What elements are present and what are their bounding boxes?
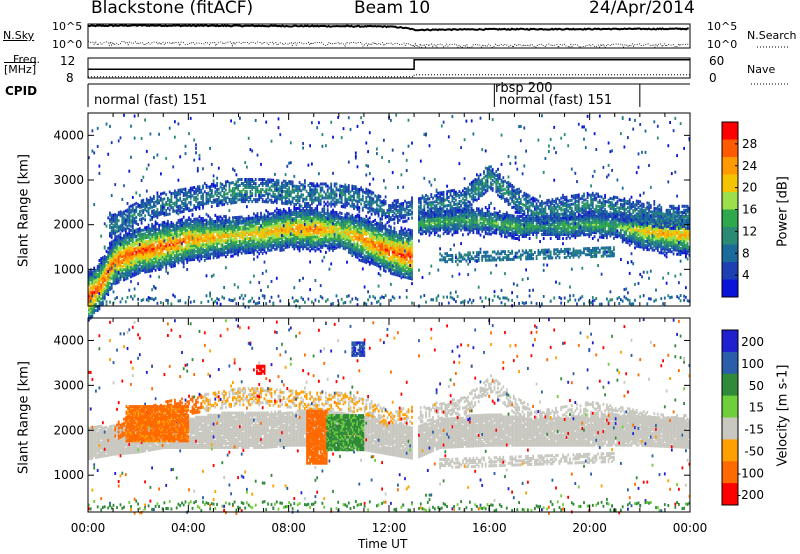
velocity-colorbar-label: Velocity [m s-1]	[775, 364, 791, 467]
velocity-colorbar-swatch-1	[722, 351, 738, 375]
xtick-label-0: 00:00	[71, 521, 106, 535]
nsearch-tick-top: 10^5	[707, 20, 738, 33]
beam-title: Beam 10	[354, 0, 431, 18]
velocity-colorbar-swatch-3	[722, 395, 738, 418]
velocity-colorbar-tick--50: -50	[744, 444, 764, 458]
cpid-label: CPID	[5, 84, 38, 98]
xtick-label-1: 04:00	[171, 521, 206, 535]
nave-line	[88, 74, 690, 78]
freq-tick-bottom: 8	[66, 71, 74, 85]
power-colorbar-swatch-0	[722, 122, 738, 140]
power-colorbar-tick-20: 20	[742, 181, 757, 195]
power-ytick-label-1000: 1000	[53, 262, 84, 276]
velocity-colorbar-swatch-6	[722, 461, 738, 484]
power-colorbar-tick-16: 16	[742, 203, 757, 217]
power-yaxis-label: Slant Range [km]	[16, 154, 32, 267]
velocity-colorbar-tick-50: 50	[749, 379, 764, 393]
velocity-colorbar-swatch-2	[722, 373, 738, 397]
power-colorbar-tick-24: 24	[742, 159, 757, 173]
xtick-label-2: 08:00	[271, 521, 306, 535]
velocity-ytick-label-1000: 1000	[53, 468, 84, 482]
power-heatmap-cells	[88, 113, 691, 322]
power-colorbar-tick-4: 4	[742, 268, 750, 282]
nsky-label: N.Sky	[3, 29, 35, 42]
power-colorbar-swatch-9	[722, 279, 738, 298]
power-colorbar-label: Power [dB]	[775, 176, 791, 247]
cpid-segment-1: normal (fast) 151	[94, 93, 208, 108]
xtick-label-6: 00:00	[673, 521, 708, 535]
nsearch-label: N.Search	[747, 29, 797, 42]
nsky-tick-bottom: 10^0	[52, 38, 83, 51]
power-colorbar-swatch-5	[722, 209, 738, 228]
velocity-colorbar-tick-100: 100	[741, 357, 764, 371]
velocity-colorbar-swatch-0	[722, 330, 738, 353]
velocity-ytick-label-2000: 2000	[53, 423, 84, 437]
power-ytick-label-4000: 4000	[53, 128, 84, 142]
power-colorbar-swatch-3	[722, 174, 738, 193]
velocity-colorbar-frame	[721, 329, 739, 506]
freq-tick-top: 12	[60, 54, 76, 68]
freq-unit: [MHz]	[4, 63, 37, 76]
cpid-segment-3: normal (fast) 151	[499, 93, 613, 108]
noise-panel-frame	[87, 23, 691, 49]
nave-tick-top: 60	[709, 54, 725, 68]
freq-label: Freq.	[13, 53, 41, 66]
velocity-colorbar-tick-15: 15	[749, 401, 764, 415]
cpid-segment-2: rbsp 200	[495, 81, 553, 96]
velocity-colorbar-tick--15: -15	[744, 423, 764, 437]
power-colorbar-swatch-4	[722, 192, 738, 210]
power-colorbar-swatch-8	[722, 262, 738, 280]
xtick-label-4: 16:00	[472, 521, 507, 535]
velocity-ytick-label-4000: 4000	[53, 333, 84, 347]
power-ytick-label-2000: 2000	[53, 218, 84, 232]
power-colorbar-swatch-1	[722, 139, 738, 158]
velocity-colorbar-swatch-5	[722, 439, 738, 462]
station-title: Blackstone (fitACF)	[91, 0, 254, 18]
nave-label: Nave	[747, 63, 776, 76]
velocity-colorbar-tick--100: -100	[737, 466, 764, 480]
freq-line	[88, 58, 690, 71]
xtick-label-5: 20:00	[572, 521, 607, 535]
power-colorbar-tick-12: 12	[742, 224, 757, 238]
date-title: 24/Apr/2014	[589, 0, 695, 18]
power-colorbar-tick-8: 8	[742, 246, 750, 260]
velocity-heatmap-cells	[88, 318, 691, 515]
freq-panel-frame	[87, 57, 691, 79]
velocity-colorbar-swatch-4	[722, 417, 738, 440]
xtick-label-3: 12:00	[372, 521, 407, 535]
nsky-line	[87, 23, 690, 32]
nave-tick-bottom: 0	[709, 71, 717, 85]
power-colorbar-tick-28: 28	[742, 137, 757, 151]
power-colorbar-swatch-6	[722, 227, 738, 245]
nsky-tick-top: 10^5	[52, 20, 83, 33]
velocity-ytick-label-3000: 3000	[53, 378, 84, 392]
nsearch-tick-bottom: 10^0	[707, 38, 738, 51]
power-colorbar-swatch-2	[722, 157, 738, 175]
nsearch-line	[88, 40, 689, 49]
velocity-colorbar-swatch-7	[722, 483, 738, 506]
velocity-colorbar-tick--200: -200	[737, 488, 764, 502]
power-colorbar-swatch-7	[722, 244, 738, 263]
power-ytick-label-3000: 3000	[53, 173, 84, 187]
velocity-colorbar-tick-200: 200	[741, 335, 764, 349]
xaxis-label: Time UT	[358, 537, 408, 551]
velocity-yaxis-label: Slant Range [km]	[16, 361, 32, 474]
